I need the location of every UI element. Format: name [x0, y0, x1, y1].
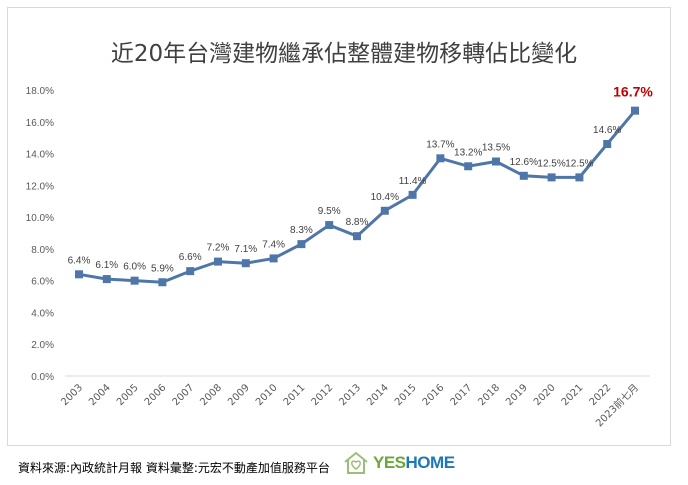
data-point — [214, 257, 222, 266]
data-point — [436, 154, 445, 163]
x-tick-label: 2022 — [588, 382, 614, 408]
data-point — [519, 171, 528, 180]
logo-text-yes: YES — [373, 453, 406, 472]
data-label: 16.7% — [613, 84, 653, 100]
data-label: 14.6% — [593, 125, 621, 136]
data-point — [492, 157, 500, 166]
y-tick-label: 16.0% — [26, 118, 54, 129]
data-label: 5.9% — [151, 263, 174, 274]
data-label: 6.0% — [123, 262, 146, 273]
chart-frame — [7, 7, 671, 446]
data-point — [186, 267, 195, 276]
data-label: 6.6% — [179, 252, 202, 263]
data-label: 8.3% — [290, 225, 313, 236]
data-point — [325, 221, 334, 230]
x-tick-label: 2021 — [560, 382, 586, 408]
data-point — [158, 278, 167, 287]
data-point — [269, 254, 278, 263]
x-tick-label: 2016 — [421, 382, 447, 408]
data-label: 7.4% — [262, 239, 285, 250]
yeshome-logo: YESHOME — [343, 451, 455, 475]
y-tick-label: 18.0% — [26, 86, 54, 97]
y-tick-label: 2.0% — [31, 340, 54, 351]
data-label: 7.2% — [207, 243, 230, 254]
x-tick-label: 2015 — [393, 382, 419, 408]
source-note: 資料來源:內政統計月報 資料彙整:元宏不動產加值服務平台 — [18, 461, 330, 475]
data-point — [75, 270, 83, 279]
x-tick-label: 2011 — [282, 382, 308, 408]
x-tick-label: 2014 — [365, 382, 391, 408]
data-label: 13.7% — [426, 139, 454, 150]
logo-text-home: HOME — [405, 453, 456, 472]
data-point — [408, 190, 417, 199]
data-label: 6.1% — [95, 260, 118, 271]
x-tick-label: 2017 — [449, 382, 475, 408]
data-label: 12.5% — [565, 158, 593, 169]
chart-title: 近20年台灣建物繼承佔整體建物移轉佔比變化 — [110, 41, 578, 67]
y-tick-label: 4.0% — [31, 308, 54, 319]
series-line — [78, 109, 637, 284]
data-label: 12.6% — [510, 157, 538, 168]
x-tick-label: 2003 — [59, 382, 85, 408]
x-tick-label: 2020 — [532, 382, 558, 408]
y-tick-label: 8.0% — [31, 245, 54, 256]
data-point — [130, 276, 139, 285]
x-tick-label: 2006 — [143, 382, 169, 408]
x-tick-label: 2018 — [476, 382, 502, 408]
data-label: 9.5% — [318, 206, 341, 217]
data-label: 6.4% — [68, 255, 91, 266]
data-point — [547, 173, 556, 182]
house-heart-icon — [344, 451, 368, 474]
data-point — [464, 162, 473, 171]
data-label: 13.2% — [454, 147, 482, 158]
x-tick-label: 2010 — [254, 382, 280, 408]
data-point — [353, 232, 361, 241]
x-tick-label: 2019 — [504, 382, 530, 408]
data-label: 13.5% — [482, 143, 510, 154]
x-tick-label: 2004 — [87, 382, 113, 408]
data-point — [631, 106, 639, 115]
data-point — [241, 259, 250, 268]
x-tick-label: 2012 — [310, 382, 336, 408]
y-tick-label: 0.0% — [31, 372, 54, 383]
data-label: 8.8% — [346, 217, 369, 228]
x-tick-label: 2007 — [171, 382, 197, 408]
data-label: 10.4% — [371, 192, 399, 203]
data-point — [575, 173, 584, 182]
y-tick-label: 14.0% — [26, 150, 54, 161]
data-point — [380, 206, 389, 215]
data-point — [297, 240, 306, 249]
data-point — [102, 275, 111, 284]
x-tick-label: 2005 — [115, 382, 141, 408]
data-point — [603, 140, 612, 149]
data-label: 12.5% — [537, 158, 565, 169]
x-tick-label: 2009 — [226, 382, 252, 408]
x-tick-label: 2013 — [337, 382, 363, 408]
data-label: 11.4% — [399, 176, 427, 187]
y-tick-label: 10.0% — [26, 213, 54, 224]
x-tick-label: 2008 — [198, 382, 224, 408]
y-tick-label: 12.0% — [26, 181, 54, 192]
data-label: 7.1% — [234, 244, 257, 255]
y-tick-label: 6.0% — [31, 277, 54, 288]
